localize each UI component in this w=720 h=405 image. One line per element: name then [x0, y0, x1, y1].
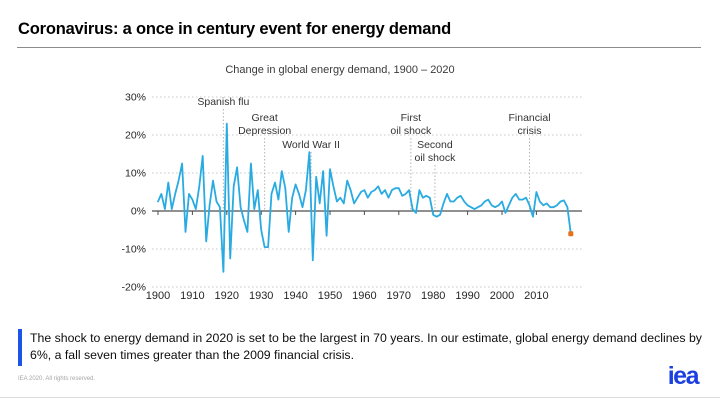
svg-text:2010: 2010	[524, 290, 548, 302]
accent-bar	[18, 329, 22, 366]
svg-text:1990: 1990	[455, 290, 479, 302]
annotation-label: oil shock	[414, 152, 456, 164]
svg-text:1900: 1900	[146, 290, 170, 302]
y-axis-labels: 30% 20% 10% 0% -10% -20%	[121, 92, 146, 294]
energy-demand-line	[157, 122, 572, 273]
annotation-label: oil shock	[390, 125, 432, 137]
chart-title: Change in global energy demand, 1900 – 2…	[225, 64, 455, 76]
svg-text:1950: 1950	[318, 290, 342, 302]
annotation-label: crisis	[518, 125, 542, 137]
svg-text:1930: 1930	[249, 290, 273, 302]
summary-callout: The shock to energy demand in 2020 is se…	[18, 329, 704, 366]
svg-text:-20%: -20%	[121, 282, 146, 294]
title-divider	[17, 47, 701, 48]
annotation-label: Depression	[238, 125, 291, 137]
annotation-label: Great	[252, 112, 278, 124]
svg-text:1910: 1910	[180, 290, 204, 302]
svg-text:2000: 2000	[490, 290, 514, 302]
annotation-label: First	[401, 112, 421, 124]
svg-text:1980: 1980	[421, 290, 445, 302]
svg-text:1920: 1920	[215, 290, 239, 302]
bottom-divider	[0, 397, 720, 398]
svg-text:-10%: -10%	[121, 244, 146, 256]
svg-text:1960: 1960	[352, 290, 376, 302]
svg-text:10%: 10%	[125, 168, 146, 180]
energy-demand-chart: 30% 20% 10% 0% -10% -20% Spanish fluGreatDepre…	[121, 92, 582, 302]
svg-text:0%: 0%	[131, 206, 146, 218]
x-axis	[152, 210, 582, 215]
copyright-text: IEA 2020. All rights reserved.	[18, 376, 96, 382]
svg-text:1940: 1940	[283, 290, 307, 302]
annotation-label: Second	[417, 139, 453, 151]
chart-area: 30% 20% 10% 0% -10% -20% Spanish flu Great Depre…	[90, 58, 595, 310]
annotation-label: Financial	[509, 112, 551, 124]
svg-text:1970: 1970	[387, 290, 411, 302]
annotation-label: World War II	[282, 139, 340, 151]
annotation-label: Spanish flu	[197, 96, 249, 108]
endpoint-2020-marker	[568, 231, 574, 237]
iea-logo: iea	[667, 362, 700, 390]
svg-text:20%: 20%	[125, 130, 146, 142]
x-axis-labels: 1900 1910 1920 1930 1940 1950 1960 1970 1980 1990…	[146, 290, 549, 302]
summary-text: The shock to energy demand in 2020 is se…	[30, 331, 702, 363]
page-title: Coronavirus: a once in century event for…	[18, 20, 451, 38]
svg-text:30%: 30%	[125, 92, 146, 104]
